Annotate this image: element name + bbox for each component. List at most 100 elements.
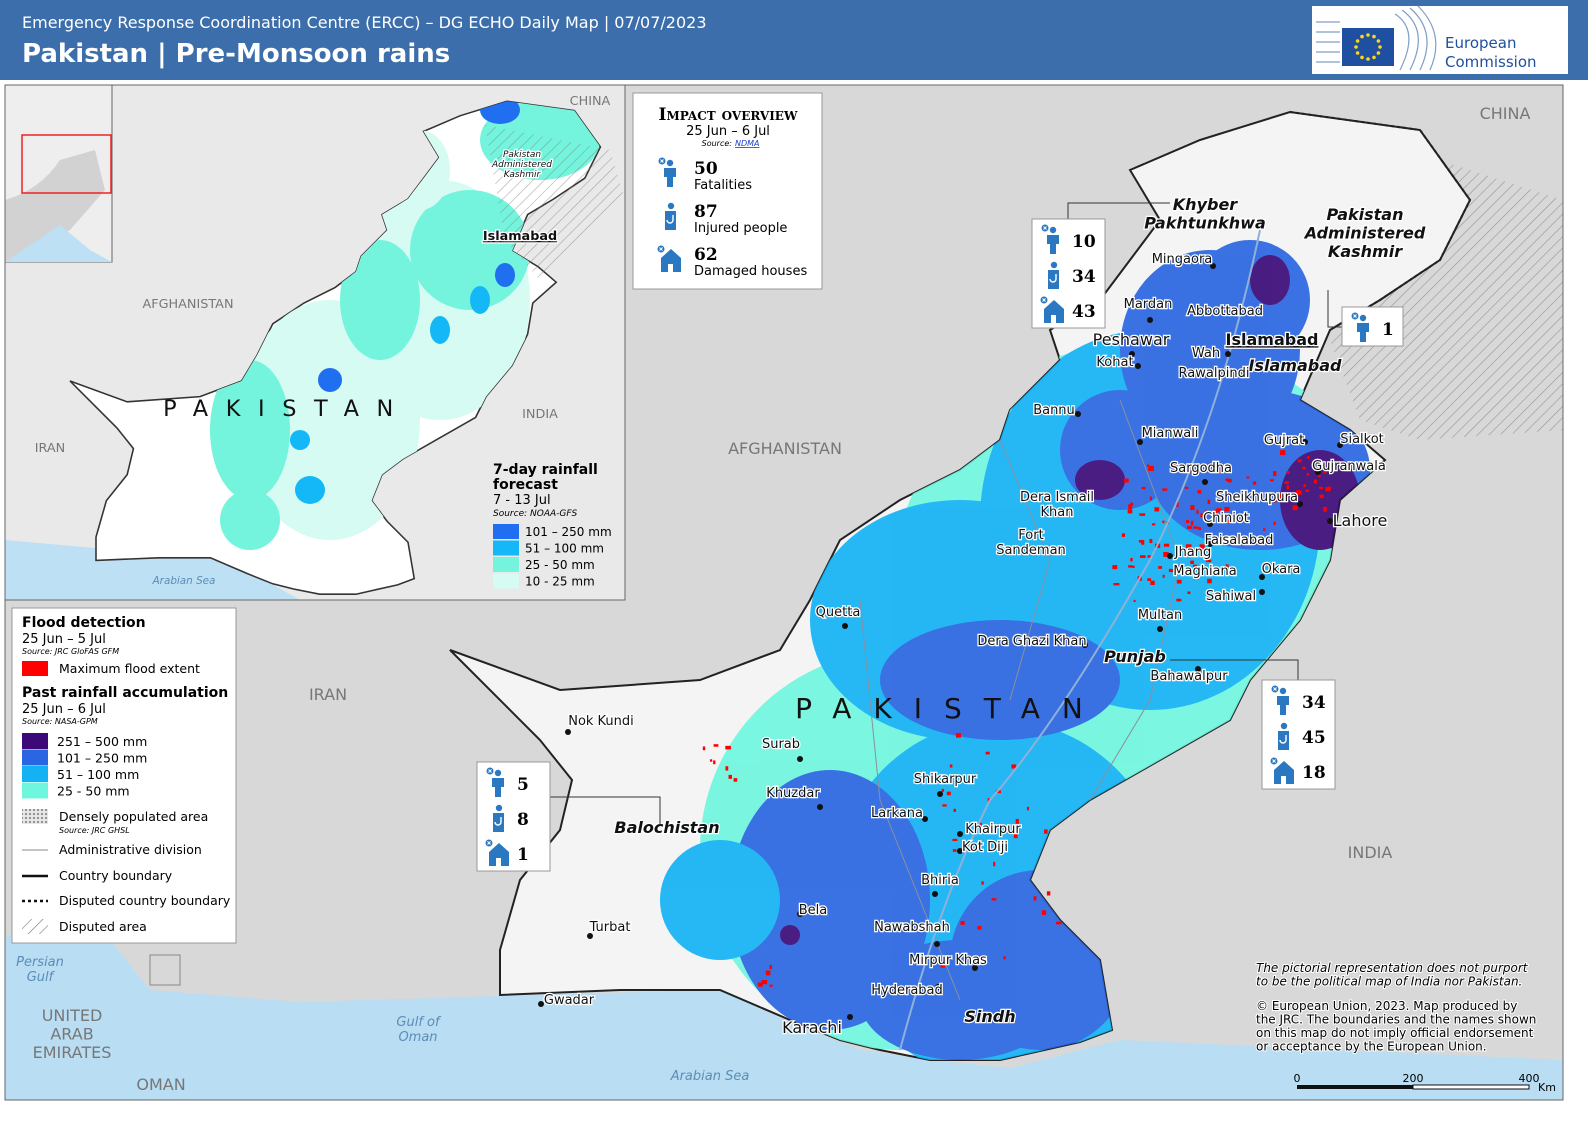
flood-extent: [1190, 560, 1195, 564]
city-dot: [538, 1001, 544, 1007]
flood-extent: [1213, 512, 1217, 518]
place-label: Abbottabad: [1187, 304, 1263, 319]
city-dot: [817, 804, 823, 810]
flood-extent: [1176, 598, 1182, 602]
region-value: 43: [1072, 302, 1096, 322]
city-dot: [587, 933, 593, 939]
rain-forecast-area: [318, 368, 342, 392]
disclaimer-line: or acceptance by the European Union.: [1256, 1040, 1487, 1054]
place-label: Persian: [16, 955, 64, 970]
place-label: Shikarpur: [914, 772, 977, 787]
flood-extent: [1044, 829, 1048, 834]
eu-star: [1372, 55, 1376, 60]
rain-forecast-area: [210, 360, 290, 500]
flood-extent: [1162, 574, 1165, 578]
flood-extent: [1323, 470, 1327, 474]
city-dot: [1207, 541, 1213, 547]
flood-extent: [1272, 498, 1277, 503]
place-label: Sahiwal: [1206, 589, 1256, 604]
flood-extent: [1199, 466, 1203, 470]
scale-unit: Km: [1538, 1081, 1556, 1094]
place-label: Jhang: [1174, 545, 1212, 560]
flood-extent: [1268, 563, 1274, 568]
rain-forecast-area: [290, 430, 310, 450]
flood-extent: [1162, 520, 1165, 524]
flood-extent: [1147, 578, 1152, 581]
place-label: INDIA: [1348, 843, 1393, 862]
place-label: Turbat: [589, 920, 631, 935]
place-label: PAKISTAN: [795, 692, 1105, 725]
place-label: Larkana: [871, 806, 923, 821]
legend-heading: Past rainfall accumulation: [22, 685, 228, 701]
flood-extent: [1130, 557, 1133, 562]
place-label: Faisalabad: [1205, 533, 1274, 548]
flood-extent: [1141, 539, 1145, 545]
flood-extent: [1168, 568, 1174, 573]
flood-extent: [1121, 533, 1125, 537]
legend-swatch: [22, 749, 48, 766]
flood-extent: [1026, 806, 1030, 811]
eu-star: [1378, 45, 1382, 49]
eu-star: [1355, 51, 1360, 55]
city-dot: [1337, 442, 1343, 448]
flood-extent: [1163, 543, 1170, 547]
header-title: Pakistan | Pre-Monsoon rains: [22, 39, 450, 69]
inset-legend-title: 7-day rainfall: [493, 462, 598, 478]
place-label: Dera Ismail: [1020, 490, 1094, 505]
disclaimer-line: © European Union, 2023. Map produced by: [1256, 999, 1517, 1013]
flood-extent: [941, 788, 945, 792]
flood-extent: [940, 964, 945, 968]
inset-legend-title: forecast: [493, 477, 558, 493]
legend-period: 25 Jun – 5 Jul: [22, 632, 106, 647]
place-label: Arabian Sea: [152, 575, 216, 587]
place-label: Khuzdar: [766, 786, 820, 801]
place-label: Bahawalpur: [1150, 669, 1228, 684]
rain-area: [1075, 460, 1125, 500]
flood-extent: [1113, 582, 1120, 586]
flood-extent: [993, 861, 996, 867]
region-value: 1: [517, 845, 529, 865]
place-label: Sandeman: [996, 543, 1066, 558]
place-label: Multan: [1138, 608, 1182, 623]
eu-logo: European Commission: [1312, 5, 1568, 74]
rain-area: [1250, 255, 1290, 305]
place-label: IRAN: [309, 685, 347, 704]
city-dot: [957, 831, 963, 837]
legend-label: Maximum flood extent: [59, 661, 200, 676]
place-label: Administered: [491, 160, 552, 170]
flood-extent: [1284, 481, 1289, 484]
flood-extent: [1306, 473, 1309, 476]
place-label: Mirpur Khas: [909, 953, 987, 968]
flood-extent: [1163, 551, 1169, 557]
place-label: Balochistan: [614, 818, 719, 837]
place-label: Gulf of: [396, 1015, 442, 1030]
flood-extent: [1319, 494, 1324, 499]
disclaimer-line: on this map do not imply official endors…: [1256, 1026, 1534, 1040]
rain-area: [660, 840, 780, 960]
inset-legend-period: 7 - 13 Jul: [493, 493, 551, 508]
place-label: EMIRATES: [33, 1043, 112, 1062]
flood-extent: [1278, 493, 1283, 499]
flood-extent: [952, 838, 958, 842]
rain-forecast-area: [470, 286, 490, 314]
flood-extent: [1205, 559, 1212, 563]
region-value: 1: [1382, 320, 1394, 340]
flood-extent: [1252, 481, 1257, 485]
flood-extent: [942, 804, 947, 807]
legend-label: Country boundary: [59, 868, 173, 883]
header-subtitle: Emergency Response Coordination Centre (…: [22, 13, 707, 32]
disclaimer-line: The pictorial representation does not pu…: [1256, 961, 1529, 975]
legend-source: Source: NASA-GPM: [22, 717, 98, 726]
eu-star: [1366, 33, 1370, 37]
legend-label: Disputed country boundary: [59, 893, 231, 908]
flood-extent: [702, 746, 706, 751]
rain-area: [880, 620, 1120, 740]
flood-extent: [1297, 459, 1302, 463]
legend-symbol: [22, 919, 48, 934]
place-label: Pakhtunkhwa: [1144, 213, 1266, 232]
region-value: 10: [1072, 232, 1096, 252]
place-label: Hyderabad: [871, 983, 943, 998]
eu-star: [1376, 39, 1381, 43]
place-label: ARAB: [50, 1024, 93, 1043]
